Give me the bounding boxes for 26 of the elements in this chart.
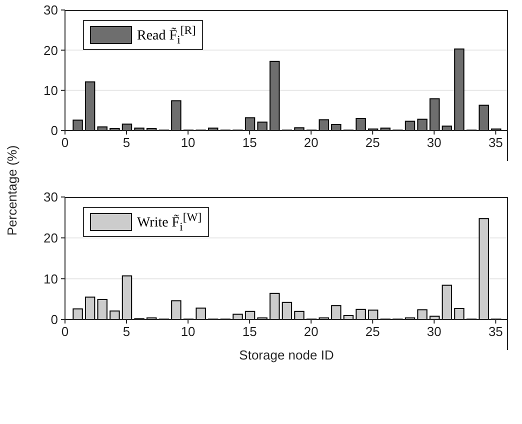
y-tick-label: 10 [44, 271, 58, 286]
x-tick-label: 25 [365, 134, 380, 150]
x-tick-label: 25 [365, 324, 380, 339]
x-tick-label: 15 [242, 134, 257, 150]
y-tick-label: 30 [44, 2, 58, 18]
x-tick-label: 30 [426, 324, 442, 339]
y-tick-label: 20 [44, 42, 58, 58]
x-tick-label: 15 [242, 324, 257, 339]
x-tick-label: 5 [122, 324, 130, 339]
x-tick-label: 10 [180, 324, 196, 339]
x-tick-label: 20 [304, 134, 318, 150]
y-tick-label: 0 [50, 312, 58, 328]
x-tick-label: 0 [61, 134, 69, 150]
x-tick-label: 10 [180, 134, 196, 150]
y-tick-label: 30 [44, 190, 58, 205]
y-tick-label: 10 [44, 82, 58, 98]
x-axis-title: Storage node ID [239, 348, 334, 363]
y-tick-label: 0 [50, 123, 58, 138]
y-axis-title: Percentage (%) [4, 144, 20, 236]
x-tick-label: 30 [426, 134, 442, 150]
x-tick-label: 35 [488, 324, 503, 339]
x-tick-label: 0 [61, 324, 69, 339]
x-tick-label: 35 [488, 134, 503, 150]
x-tick-label: 20 [304, 324, 318, 339]
x-tick-label: 5 [122, 134, 130, 150]
y-tick-label: 20 [44, 230, 58, 246]
